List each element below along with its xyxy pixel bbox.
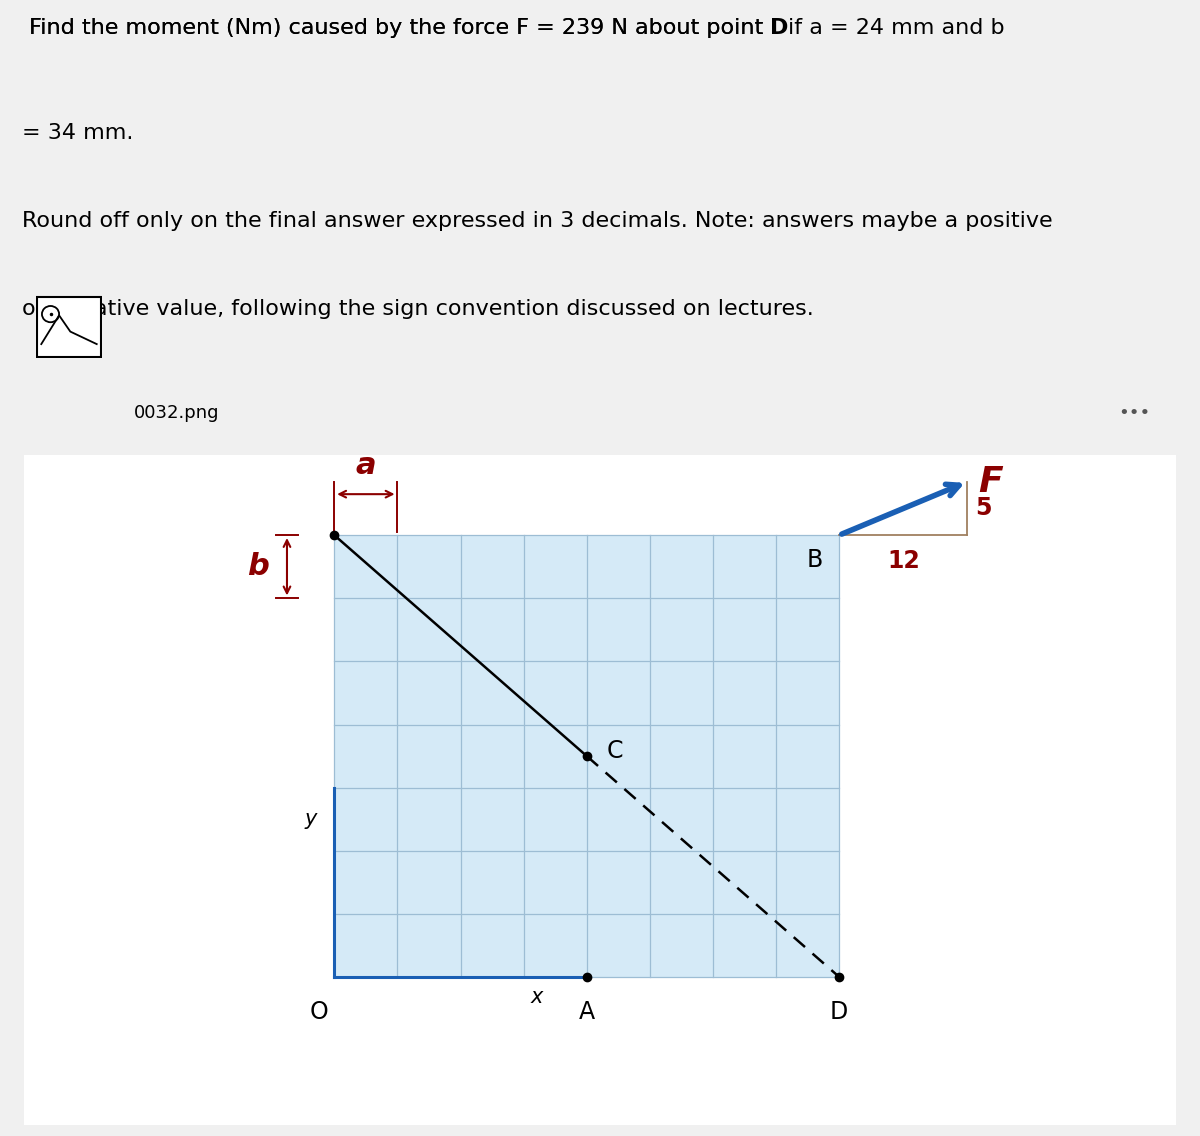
Text: or negative value, following the sign convention discussed on lectures.: or negative value, following the sign co… bbox=[22, 299, 814, 319]
Polygon shape bbox=[335, 535, 839, 977]
Text: F: F bbox=[979, 465, 1003, 499]
Text: Find the moment (Nm) caused by the force F = 239 N about point: Find the moment (Nm) caused by the force… bbox=[22, 17, 770, 37]
Text: 5: 5 bbox=[974, 496, 991, 520]
Text: b: b bbox=[247, 552, 269, 582]
Text: a: a bbox=[355, 451, 376, 481]
Text: D: D bbox=[770, 17, 788, 37]
Text: y: y bbox=[304, 809, 317, 829]
Text: •••: ••• bbox=[1118, 404, 1151, 421]
FancyBboxPatch shape bbox=[37, 296, 101, 357]
Text: 0032.png: 0032.png bbox=[133, 404, 218, 421]
Text: A: A bbox=[578, 1000, 595, 1024]
Text: D: D bbox=[830, 1000, 848, 1024]
Text: C: C bbox=[607, 740, 624, 763]
Text: O: O bbox=[310, 1000, 328, 1024]
Text: if a = 24 mm and b: if a = 24 mm and b bbox=[788, 17, 1004, 37]
Text: B: B bbox=[808, 549, 823, 573]
Text: Round off only on the final answer expressed in 3 decimals. Note: answers maybe : Round off only on the final answer expre… bbox=[22, 211, 1052, 232]
Text: Find the moment (Nm) caused by the force F = 239 N about point: Find the moment (Nm) caused by the force… bbox=[22, 17, 770, 37]
Text: = 34 mm.: = 34 mm. bbox=[22, 124, 133, 143]
FancyBboxPatch shape bbox=[24, 454, 1176, 1125]
Text: 12: 12 bbox=[887, 549, 919, 573]
Text: x: x bbox=[530, 987, 542, 1008]
